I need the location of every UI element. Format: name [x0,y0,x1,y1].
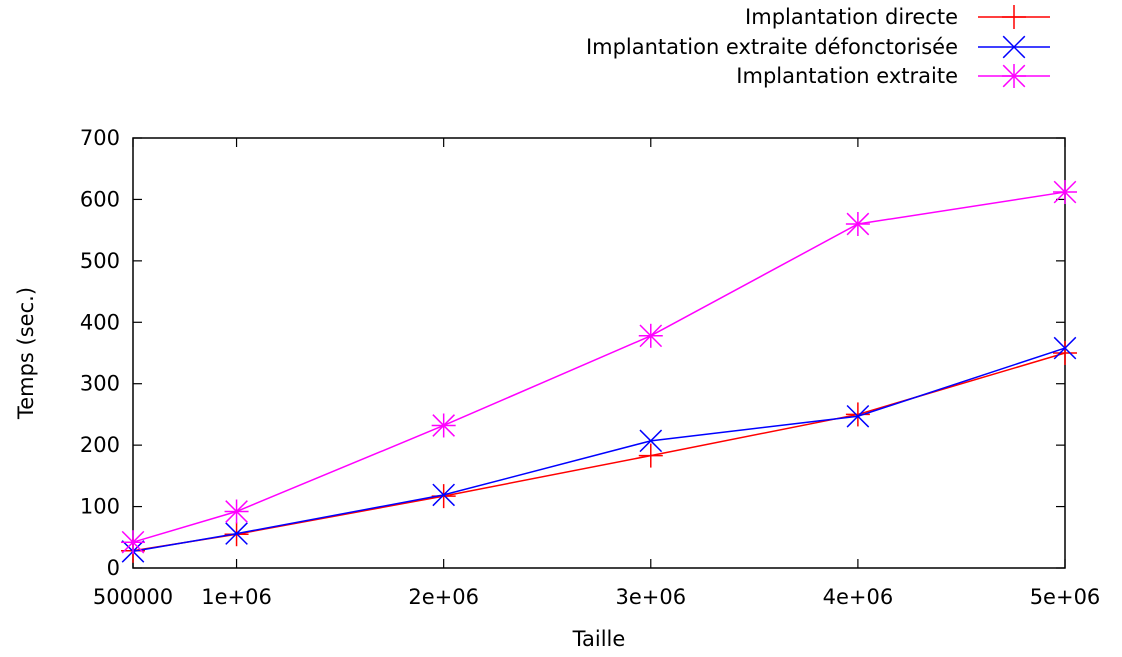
y-axis-label: Temps (sec.) [14,287,38,420]
y-tick-label: 0 [107,556,120,580]
data-point-marker [846,404,870,428]
data-point-marker [1053,180,1077,205]
series-line [132,347,1066,553]
data-point-marker [225,522,248,545]
legend-label: Implantation extraite défonctorisée [586,35,958,59]
series-0 [121,341,1077,563]
x-tick-label: 3e+06 [615,585,686,609]
data-point-marker [638,323,663,348]
x-tick-label: 500000 [93,585,173,609]
series-1 [121,336,1077,563]
data-point-marker [121,530,145,555]
series-line [132,191,1066,543]
y-tick-label: 400 [80,310,120,334]
data-point-marker [639,429,663,453]
data-point-marker [1002,35,1026,59]
data-point-marker [1053,336,1077,360]
data-point-marker [224,499,249,524]
plot-area [121,137,1077,569]
axis-ticks [132,137,1066,569]
series-line [132,352,1066,552]
legend: Implantation directe Implantation extrait… [586,5,1050,88]
legend-label: Implantation extraite [736,64,958,88]
legend-label: Implantation directe [745,5,958,29]
y-tick-label: 300 [80,372,120,396]
series-layer [121,180,1077,563]
y-tick-label: 700 [80,126,120,150]
plot-border [132,137,1066,569]
data-point-marker [845,402,870,427]
y-tick-label: 600 [80,187,120,211]
series-2 [121,180,1077,555]
legend-item: Implantation extraite [736,64,1050,88]
data-point-marker [1002,64,1026,88]
data-point-marker [431,413,456,438]
data-point-marker [432,483,455,507]
legend-item: Implantation extraite défonctorisée [586,35,1050,59]
tick-labels: 500000 1e+06 2e+06 3e+06 4e+06 5e+06 0 100 200 30… [80,126,1100,609]
x-axis-label: Taille [572,627,626,651]
x-tick-label: 2e+06 [408,585,479,609]
data-point-marker [845,212,870,236]
data-point-marker [1002,5,1026,29]
legend-item: Implantation directe [745,5,1050,29]
y-tick-label: 200 [80,433,120,457]
data-point-marker [638,443,663,468]
data-point-marker [1053,341,1077,365]
x-tick-label: 4e+06 [823,585,894,609]
x-tick-label: 1e+06 [201,585,272,609]
x-tick-label: 5e+06 [1030,585,1101,609]
y-tick-label: 500 [80,249,120,273]
y-tick-label: 100 [80,495,120,519]
